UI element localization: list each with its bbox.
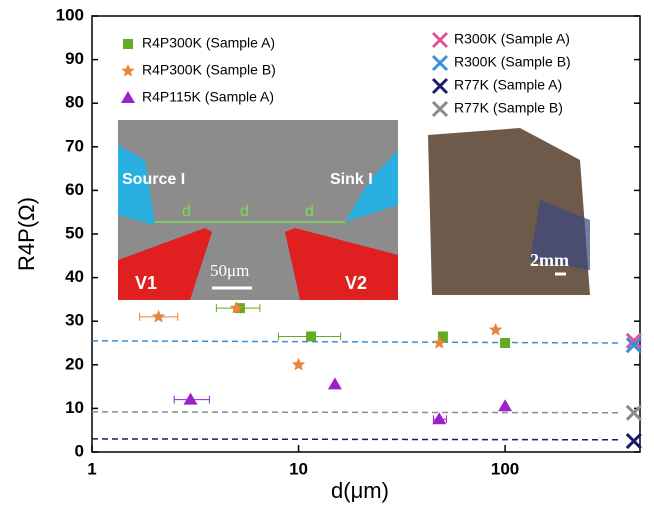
legend-marker (431, 31, 449, 49)
y-tick-label: 90 (65, 49, 84, 68)
inset-label: V1 (135, 273, 157, 293)
data-point (432, 336, 446, 349)
fit-line (91, 340, 621, 344)
y-tick-label: 10 (65, 398, 84, 417)
data-point (625, 332, 642, 349)
legend-marker (123, 39, 133, 49)
x-tick-label: 10 (289, 459, 308, 478)
y-tick-label: 20 (65, 354, 84, 373)
x-tick-label: 1 (87, 459, 96, 478)
data-point (488, 322, 503, 336)
legend-label: R4P115K (Sample A) (142, 89, 274, 105)
legend-label: R77K (Sample B) (454, 100, 563, 116)
legend-label: R4P300K (Sample A) (142, 35, 275, 51)
legend-label: R300K (Sample B) (454, 54, 571, 70)
legend-label: R77K (Sample A) (454, 77, 562, 93)
y-tick-label: 100 (56, 5, 84, 24)
legend-label: R300K (Sample A) (454, 31, 570, 47)
data-point (437, 331, 448, 342)
y-tick-label: 0 (75, 441, 84, 460)
legend-marker (431, 54, 449, 72)
data-point (498, 399, 513, 412)
data-point (229, 301, 244, 314)
x-axis-label: d(μm) (331, 478, 389, 503)
data-point (625, 404, 642, 421)
data-point (327, 377, 342, 390)
inset-label: Sink I (330, 171, 373, 188)
y-tick-label: 60 (65, 180, 84, 199)
y-tick-label: 80 (65, 93, 84, 112)
sem-inset: Source I Sink I d d d V1 V2 50μm (118, 120, 398, 300)
data-point (500, 338, 511, 348)
inset-label: 50μm (210, 261, 249, 280)
data-point (432, 412, 447, 425)
inset-label: 2mm (530, 250, 569, 270)
inset-label: V2 (345, 273, 367, 293)
data-point (625, 337, 642, 354)
inset-label: d (305, 203, 314, 220)
legend-marker (121, 91, 135, 103)
data-point (183, 392, 198, 405)
inset-label: d (240, 203, 249, 220)
data-point (625, 433, 642, 450)
inset-label: Source I (122, 171, 185, 188)
y-tick-label: 30 (65, 311, 84, 330)
data-point (291, 357, 306, 371)
fit-line (91, 438, 621, 441)
y-tick-label: 70 (65, 136, 84, 155)
photo-inset: 2mm (425, 126, 598, 298)
legend-marker (121, 64, 135, 77)
data-point (306, 331, 317, 342)
y-tick-label: 50 (65, 223, 84, 242)
legend-marker (431, 100, 449, 118)
legend-label: R4P300K (Sample B) (142, 62, 276, 78)
y-tick-label: 40 (65, 267, 84, 286)
fit-line (91, 411, 621, 414)
y-axis-label: R4P(Ω) (14, 197, 39, 271)
data-point (151, 309, 166, 323)
inset-label: d (182, 203, 191, 220)
legend-marker (431, 77, 449, 95)
x-tick-label: 100 (491, 459, 519, 478)
